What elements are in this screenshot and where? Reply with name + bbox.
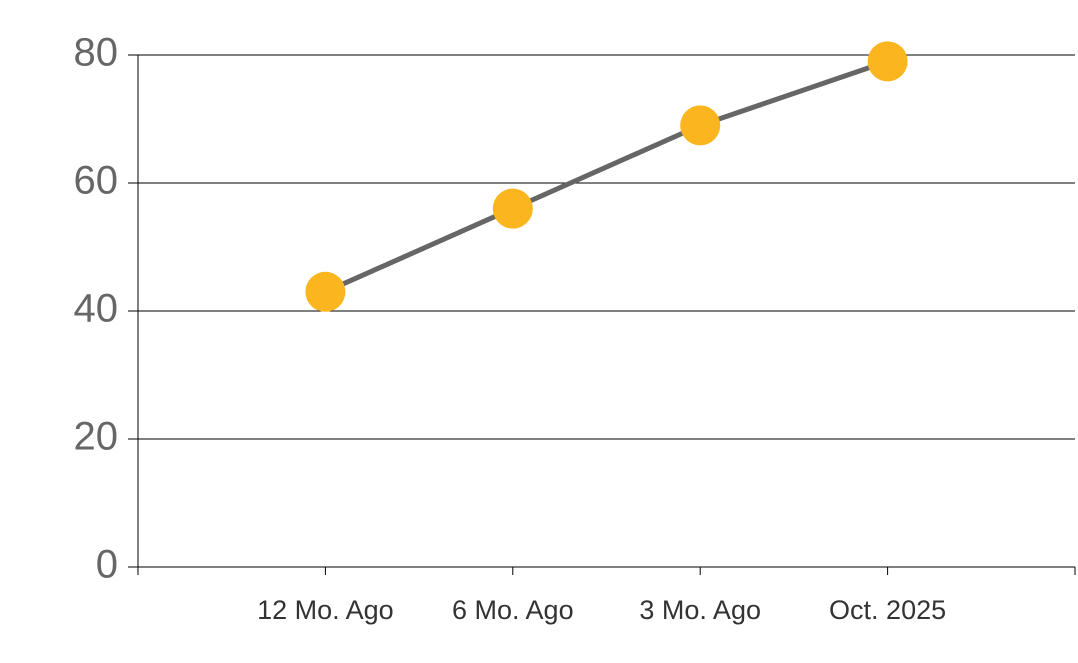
data-point	[492, 188, 533, 229]
data-point	[680, 105, 721, 146]
x-tick-label: 12 Mo. Ago	[257, 595, 394, 625]
y-tick-label: 80	[74, 31, 119, 75]
y-tick-label: 20	[74, 415, 119, 459]
y-tick-label: 40	[74, 287, 119, 331]
series-line	[324, 59, 889, 295]
x-tick-label: 6 Mo. Ago	[452, 595, 574, 625]
data-point	[867, 41, 908, 82]
x-tick-label: 3 Mo. Ago	[639, 595, 761, 625]
data-point	[305, 271, 346, 312]
x-tick-label: Oct. 2025	[829, 595, 946, 625]
y-tick-label: 0	[96, 543, 118, 587]
y-tick-label: 60	[74, 159, 119, 203]
